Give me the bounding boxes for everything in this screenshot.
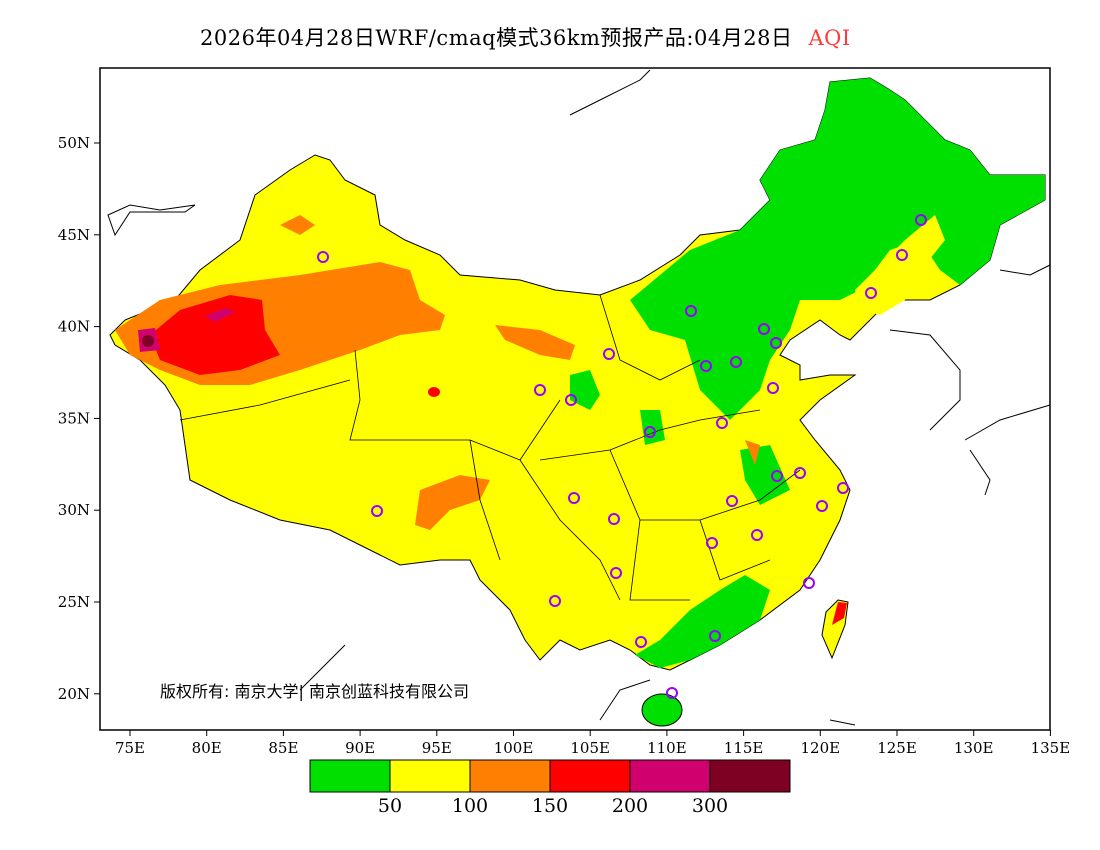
city-marker (603, 348, 615, 360)
legend-break-label: 50 (378, 795, 402, 817)
lon-tick-label: 95E (422, 739, 452, 757)
city-marker (896, 249, 908, 261)
lon-tick-label: 130E (954, 739, 994, 757)
city-marker (685, 305, 697, 317)
region-aqi-yellow-liaoning (855, 215, 945, 315)
city-marker (816, 500, 828, 512)
lat-tick-label: 40N (58, 318, 90, 336)
lon-tick-label: 115E (724, 739, 764, 757)
city-marker (700, 360, 712, 372)
city-marker (726, 495, 738, 507)
lon-tick-label: 100E (494, 739, 534, 757)
title-text: 2026年04月28日WRF/cmaq模式36km预报产品:04月28日 (200, 26, 793, 50)
city-marker (568, 492, 580, 504)
city-marker (771, 470, 783, 482)
city-marker (770, 337, 782, 349)
region-aqi-red-tarim (150, 295, 280, 375)
city-marker (767, 382, 779, 394)
legend-swatch (629, 759, 711, 793)
city-marker (534, 384, 546, 396)
coastline (107, 69, 1051, 726)
lon-tick-label: 90E (345, 739, 375, 757)
legend-break-label: 200 (612, 795, 648, 817)
lon-tick-label: 120E (801, 739, 841, 757)
city-marker (317, 251, 329, 263)
city-marker (865, 287, 877, 299)
lon-tick-label: 125E (877, 739, 917, 757)
city-marker (608, 513, 620, 525)
island-hainan (641, 693, 683, 727)
city-markers (317, 214, 927, 699)
lon-tick-label: 80E (192, 739, 222, 757)
city-marker (758, 323, 770, 335)
legend-swatch (309, 759, 391, 793)
attribution: 版权所有: 南京大学| 南京创蓝科技有限公司 (160, 682, 469, 701)
city-marker (644, 426, 656, 438)
legend-break-label: 300 (692, 795, 728, 817)
variable-label: AQI (808, 26, 851, 50)
region-aqi-green-northeast (630, 78, 1045, 420)
city-marker (716, 417, 728, 429)
map-frame (99, 67, 1051, 731)
legend-swatch (469, 759, 551, 793)
lon-tick-label: 110E (647, 739, 687, 757)
legend-break-label: 150 (532, 795, 568, 817)
city-marker (751, 529, 763, 541)
color-legend: 50 100 150 200 300 (309, 759, 791, 817)
city-marker (706, 537, 718, 549)
lon-tick-label: 135E (1031, 739, 1071, 757)
longitude-axis: 75E 80E 85E 90E 95E 100E 105E 110E 115E 120E 125E 1… (115, 730, 1070, 757)
region-aqi-green-central (570, 370, 790, 505)
region-aqi-red-qinghai (428, 387, 440, 397)
region-aqi-red-taiwan (832, 602, 847, 625)
lat-tick-label: 30N (58, 501, 90, 519)
latitude-axis: 50N 45N 40N 35N 30N 25N 20N (58, 134, 100, 703)
lat-tick-label: 25N (58, 593, 90, 611)
lat-tick-label: 35N (58, 409, 90, 427)
province-borders (179, 294, 801, 601)
legend-swatch (709, 759, 791, 793)
lon-tick-label: 75E (115, 739, 145, 757)
city-marker (803, 577, 815, 589)
lat-tick-label: 20N (58, 685, 90, 703)
city-marker (666, 687, 678, 699)
city-marker (709, 630, 721, 642)
lon-tick-label: 85E (268, 739, 298, 757)
region-aqi-green-south (635, 575, 770, 668)
map-area: 版权所有: 南京大学| 南京创蓝科技有限公司 (99, 67, 1051, 731)
legend-break-label: 100 (452, 795, 488, 817)
legend-swatch (549, 759, 631, 793)
city-marker (371, 505, 383, 517)
city-marker (549, 595, 561, 607)
city-marker (837, 482, 849, 494)
lat-tick-label: 45N (58, 226, 90, 244)
city-marker (730, 356, 742, 368)
city-marker (915, 214, 927, 226)
city-marker (610, 567, 622, 579)
city-marker (635, 636, 647, 648)
map-title: 2026年04月28日WRF/cmaq模式36km预报产品:04月28日 AQI (200, 22, 851, 52)
city-marker (794, 467, 806, 479)
lon-tick-label: 105E (570, 739, 610, 757)
region-aqi-magenta (138, 308, 235, 352)
city-marker (565, 394, 577, 406)
legend-swatch (389, 759, 471, 793)
lat-tick-label: 50N (58, 134, 90, 152)
region-aqi-maroon (142, 335, 154, 347)
